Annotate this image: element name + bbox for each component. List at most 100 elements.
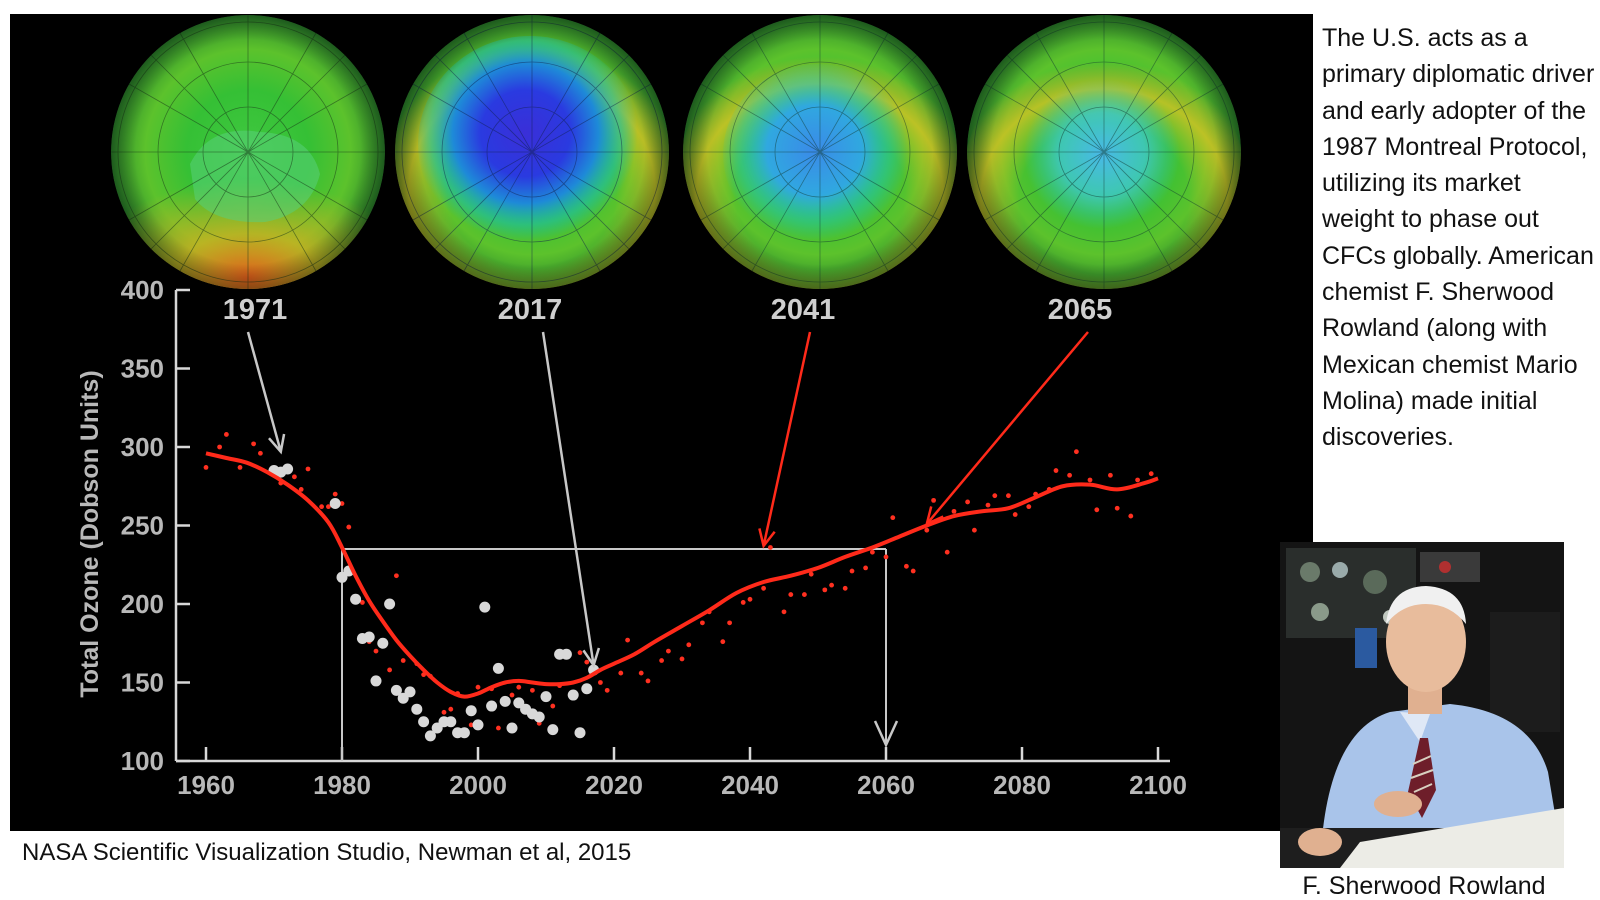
model-point: [618, 670, 624, 676]
observed-point: [472, 719, 484, 731]
arrow-head-2041: [758, 528, 776, 549]
x-tick-label-2100: 2100: [1129, 770, 1187, 800]
observed-points-layer: [268, 463, 600, 742]
model-point: [802, 592, 807, 597]
globe-year-labels: 1971 2017 2041 2065: [223, 294, 1113, 326]
model-point: [870, 549, 875, 555]
observed-point: [445, 716, 457, 728]
model-point: [1067, 472, 1072, 478]
y-tick-label-350: 350: [121, 354, 164, 384]
observed-point: [458, 727, 470, 739]
model-point: [849, 568, 855, 574]
model-point: [448, 706, 454, 712]
arrow-head-2017: [582, 647, 601, 669]
model-point: [931, 497, 936, 503]
observed-point: [329, 498, 341, 510]
model-point: [332, 491, 338, 497]
model-point: [496, 725, 501, 731]
model-point: [1094, 507, 1100, 513]
papers-shape: [1340, 808, 1564, 868]
model-point: [761, 585, 766, 591]
chart-axes: [174, 290, 1170, 763]
observed-point: [465, 705, 477, 717]
observed-point: [404, 686, 416, 698]
model-point: [400, 658, 406, 663]
model-point: [890, 515, 896, 521]
model-point: [394, 573, 399, 579]
globe-1971: [111, 15, 385, 289]
year-label-2017: 2017: [498, 294, 563, 326]
observed-point: [282, 463, 294, 475]
model-point: [944, 549, 950, 555]
y-tick-label-200: 200: [121, 589, 164, 619]
observed-point: [560, 648, 572, 660]
model-point: [1026, 504, 1032, 510]
model-point: [1135, 477, 1140, 483]
model-point: [1012, 512, 1018, 517]
model-point: [530, 687, 535, 693]
observed-point: [384, 598, 396, 610]
model-point: [577, 650, 583, 656]
model-point: [217, 444, 223, 450]
globe-2041: [683, 15, 957, 289]
face-shape: [1386, 592, 1466, 692]
model-trend-line: [205, 451, 1159, 699]
observed-point: [581, 683, 593, 695]
observed-point: [492, 662, 504, 674]
model-point: [475, 684, 481, 690]
observed-point: [411, 703, 423, 715]
observed-point: [574, 727, 586, 739]
observed-point: [390, 684, 402, 696]
model-point: [298, 486, 304, 492]
model-point: [1148, 471, 1154, 477]
model-point: [883, 554, 889, 560]
model-point: [584, 659, 590, 665]
model-point: [910, 568, 916, 574]
x-tick-label-2040: 2040: [721, 770, 779, 800]
model-point: [666, 648, 671, 654]
source-credit: NASA Scientific Visualization Studio, Ne…: [22, 839, 632, 866]
x-tick-label-1960: 1960: [177, 770, 235, 800]
ozone-chart: 1960 1980 2000 2020 2040 2060 2080 2100 100 150 20…: [76, 15, 1241, 800]
model-point: [842, 585, 848, 591]
model-point: [904, 563, 909, 569]
model-point: [965, 499, 970, 505]
globe-2017: [395, 15, 669, 289]
observed-point: [506, 722, 518, 734]
photo-caption: F. Sherwood Rowland: [1302, 872, 1546, 900]
model-point: [992, 493, 998, 499]
model-point: [1053, 468, 1059, 473]
model-point: [1114, 505, 1120, 511]
model-point: [829, 582, 834, 588]
model-point: [808, 571, 814, 577]
globe-arrows: [246, 331, 1089, 669]
model-point: [686, 642, 692, 648]
model-point: [645, 678, 651, 684]
drop-arrow-2060: [873, 720, 899, 749]
model-point: [319, 504, 324, 510]
model-point: [468, 722, 474, 728]
model-point: [387, 667, 392, 673]
model-point: [237, 465, 243, 470]
arrow-head-2065: [924, 506, 944, 527]
model-point: [781, 609, 787, 615]
model-point: [251, 441, 256, 447]
observed-point: [499, 695, 511, 707]
model-point: [951, 508, 957, 514]
observed-point: [370, 675, 382, 687]
model-point: [727, 620, 732, 626]
model-point: [373, 648, 379, 654]
model-point: [604, 687, 610, 693]
observed-point: [424, 730, 436, 742]
x-tick-label-1980: 1980: [313, 770, 371, 800]
observed-point: [418, 716, 430, 728]
observed-point: [479, 601, 491, 613]
model-point: [768, 545, 773, 550]
model-point: [550, 703, 556, 709]
model-point: [346, 524, 352, 530]
model-point: [822, 587, 828, 593]
year-label-2041: 2041: [771, 294, 836, 326]
arrow-shaft-2065: [925, 331, 1089, 525]
model-point: [516, 684, 522, 690]
rowland-photo: [1280, 542, 1564, 868]
